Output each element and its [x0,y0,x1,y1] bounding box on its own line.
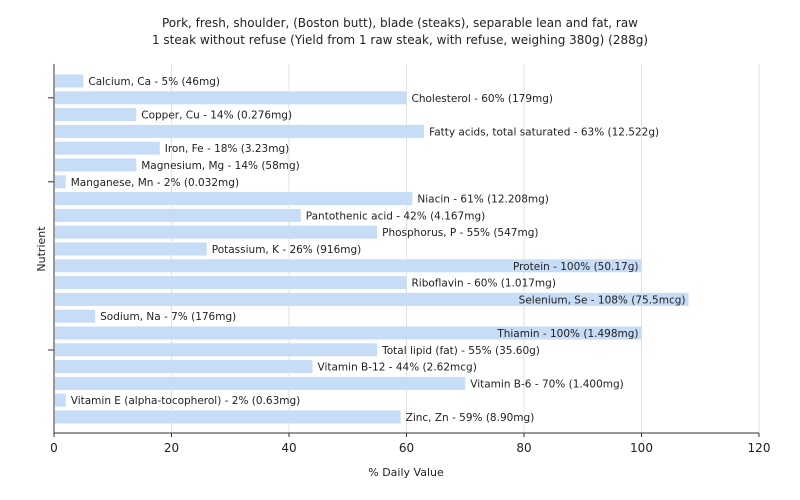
bar-value-label: Vitamin B-6 - 70% (1.400mg) [470,378,624,390]
bar [55,360,313,374]
bar [55,158,137,172]
bar [55,326,642,340]
bar-value-label: Selenium, Se - 108% (75.5mcg) [519,294,686,306]
bar-value-label: Magnesium, Mg - 14% (58mg) [141,160,300,172]
bar [55,276,407,290]
bar [55,141,160,155]
x-tick-label: 120 [748,441,771,455]
y-axis-label: Nutrient [35,226,48,272]
bar [55,208,301,222]
bar [55,91,407,105]
bar [55,309,96,323]
x-tick-label: 20 [164,441,179,455]
bar-value-label: Iron, Fe - 18% (3.23mg) [165,143,289,155]
bars-group [55,74,689,424]
bar-value-label: Calcium, Ca - 5% (46mg) [88,76,220,88]
bar-value-label: Potassium, K - 26% (916mg) [212,244,362,256]
bar-value-label: Fatty acids, total saturated - 63% (12.5… [429,126,659,138]
x-ticks-group: 0 20 40 60 80 100 120 [50,433,770,455]
x-tick-label: 80 [516,441,531,455]
bar [55,259,642,273]
bar [55,242,207,256]
chart-title: Pork, fresh, shoulder, (Boston butt), bl… [162,16,638,30]
bar-value-label: Protein - 100% (50.17g) [513,261,639,273]
bar [55,74,84,88]
bar [55,108,137,122]
bar [55,292,689,306]
bar-value-label: Pantothenic acid - 42% (4.167mg) [306,210,485,222]
bar [55,175,66,189]
bar [55,376,466,390]
bar-value-label: Riboflavin - 60% (1.017mg) [412,278,556,290]
bar [55,225,378,239]
bar-value-label: Niacin - 61% (12.208mg) [417,194,549,206]
bar-value-label: Vitamin B-12 - 44% (2.62mcg) [318,362,477,374]
x-tick-label: 100 [630,441,653,455]
bar-value-label: Vitamin E (alpha-tocopherol) - 2% (0.63m… [71,395,301,407]
bar-value-label: Sodium, Na - 7% (176mg) [100,311,236,323]
x-tick-label: 40 [281,441,296,455]
x-tick-label: 0 [50,441,58,455]
x-tick-label: 60 [399,441,414,455]
bar-value-label: Thiamin - 100% (1.498mg) [496,328,638,340]
bar-value-label: Phosphorus, P - 55% (547mg) [382,227,538,239]
bar [55,124,425,138]
bar [55,393,66,407]
chart-subtitle: 1 steak without refuse (Yield from 1 raw… [152,33,648,47]
x-axis-label: % Daily Value [368,466,444,479]
bar [55,410,401,424]
bar-value-label: Copper, Cu - 14% (0.276mg) [141,110,292,122]
bar-labels-group: Calcium, Ca - 5% (46mg) Cholesterol - 60%… [71,76,686,424]
bar-value-label: Zinc, Zn - 59% (8.90mg) [406,412,535,424]
y-ticks-group [48,97,54,351]
bar-value-label: Cholesterol - 60% (179mg) [412,93,554,105]
bar-value-label: Manganese, Mn - 2% (0.032mg) [71,177,239,189]
bar [55,192,413,206]
bar [55,343,378,357]
bar-value-label: Total lipid (fat) - 55% (35.60g) [381,345,540,357]
